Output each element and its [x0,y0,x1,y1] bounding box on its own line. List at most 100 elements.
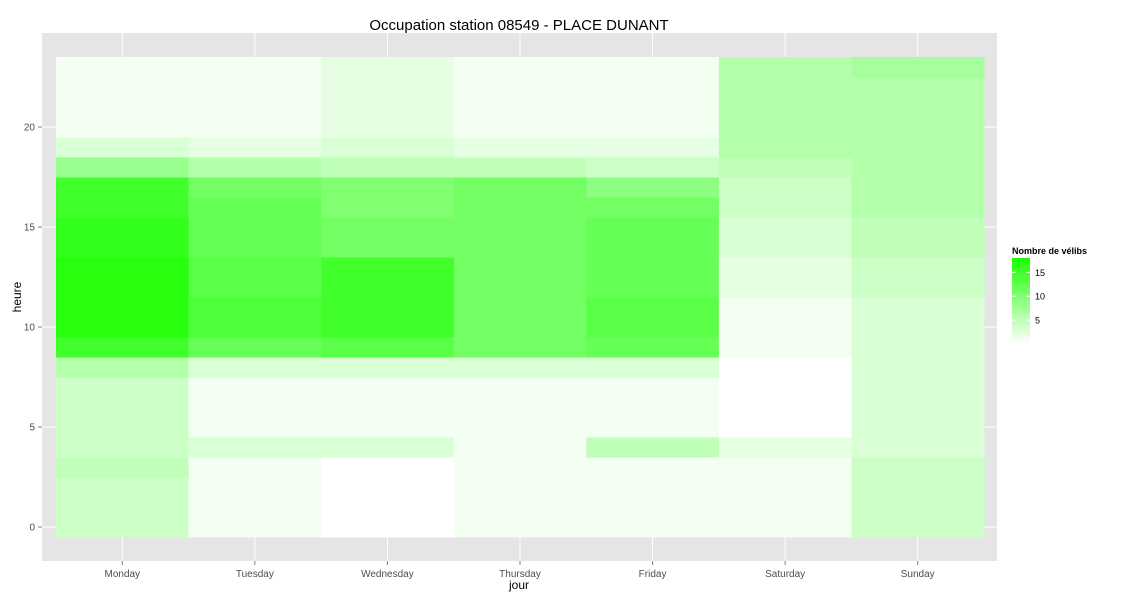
heatmap-tile [453,57,587,78]
heatmap-tile [586,177,720,198]
y-tick-label: 20 [24,123,36,134]
heatmap-tile [718,377,852,398]
heatmap-tile [321,417,455,438]
heatmap-tile [718,437,852,458]
legend-tick-label: 5 [1035,316,1040,326]
heatmap-tile [56,157,190,178]
x-tick-label: Thursday [499,569,541,580]
heatmap-tile [851,497,985,518]
heatmap-tile [718,217,852,238]
heatmap-tile [718,397,852,418]
heatmap-tile [718,277,852,298]
heatmap-tile [56,357,190,378]
heatmap-tile [718,257,852,278]
heatmap-tile [321,177,455,198]
heatmap-tile [188,277,322,298]
heatmap-tile [188,397,322,418]
heatmap-tile [586,317,720,338]
heatmap-tile [321,97,455,118]
heatmap-tile [718,477,852,498]
heatmap-tile [851,317,985,338]
heatmap-tile [453,337,587,358]
x-tick-label: Sunday [901,569,935,580]
heatmap-tile [56,197,190,218]
heatmap-tile [321,157,455,178]
heatmap-tile [851,237,985,258]
heatmap-tile [56,257,190,278]
heatmap-tile [851,97,985,118]
chart-title: Occupation station 08549 - PLACE DUNANT [369,17,668,34]
heatmap-tile [851,377,985,398]
heatmap-tile [188,57,322,78]
heatmap-tile [851,157,985,178]
heatmap-tile [586,77,720,98]
heatmap-tile [453,437,587,458]
heatmap-tile [56,437,190,458]
heatmap-tile [851,437,985,458]
heatmap-tile [56,377,190,398]
legend-tick-label: 10 [1035,292,1045,302]
heatmap-tile [851,217,985,238]
legend-title: Nombre de vélibs [1012,246,1087,256]
heatmap-tile [586,257,720,278]
heatmap-tile [56,497,190,518]
heatmap-tile [56,517,190,538]
heatmap-tile [718,517,852,538]
y-tick-label: 0 [29,523,35,534]
x-axis-title: jour [508,578,529,592]
heatmap-tile [453,377,587,398]
heatmap-tile [56,277,190,298]
x-tick-label: Monday [104,569,140,580]
heatmap-tile [718,57,852,78]
heatmap-tile [453,317,587,338]
heatmap-tile [321,497,455,518]
heatmap-tile [453,257,587,278]
heatmap-tile [453,117,587,138]
heatmap-tile [321,257,455,278]
heatmap-tile [586,477,720,498]
heatmap-tile [586,297,720,318]
legend-colorbar [1012,258,1030,344]
heatmap-tile [321,477,455,498]
heatmap-tile [188,137,322,158]
heatmap-tile [453,77,587,98]
heatmap-tile [453,397,587,418]
heatmap-tile [188,177,322,198]
heatmap-tile [56,297,190,318]
heatmap-tile [851,477,985,498]
heatmap-tile [586,397,720,418]
x-tick-label: Friday [639,569,667,580]
heatmap-tile [321,237,455,258]
heatmap-tile [321,517,455,538]
heatmap-tile [851,277,985,298]
heatmap-tile [851,257,985,278]
heatmap-tile [453,497,587,518]
heatmap-tile [453,517,587,538]
heatmap-tile [188,437,322,458]
heatmap-tile [453,97,587,118]
y-tick-label: 15 [24,223,36,234]
heatmap-tile [586,517,720,538]
heatmap-tiles [56,57,985,538]
heatmap-tile [718,497,852,518]
heatmap-tile [321,437,455,458]
heatmap-tile [453,177,587,198]
heatmap-tile [851,57,985,78]
legend-tick-label: 15 [1035,268,1045,278]
heatmap-tile [718,117,852,138]
heatmap-tile [56,417,190,438]
heatmap-tile [188,77,322,98]
heatmap-tile [321,137,455,158]
heatmap-tile [321,117,455,138]
x-tick-label: Tuesday [236,569,274,580]
heatmap-tile [718,237,852,258]
heatmap-tile [586,417,720,438]
heatmap-tile [851,397,985,418]
heatmap-tile [586,237,720,258]
heatmap-tile [56,177,190,198]
heatmap-tile [718,197,852,218]
heatmap-tile [586,437,720,458]
heatmap-tile [586,357,720,378]
heatmap-tile [321,317,455,338]
heatmap-tile [321,197,455,218]
